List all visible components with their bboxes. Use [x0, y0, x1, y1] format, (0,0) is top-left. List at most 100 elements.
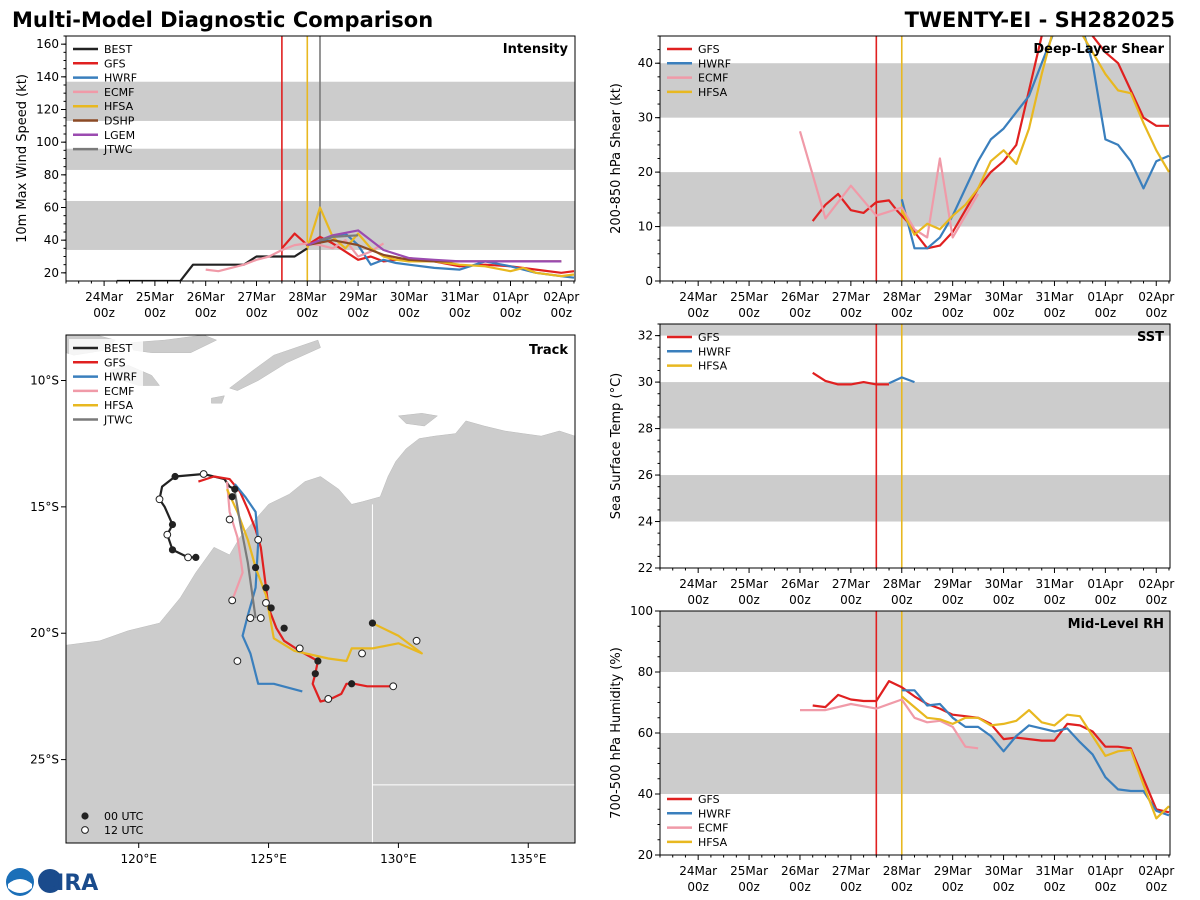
intensity-ytick-label: 120 [36, 103, 59, 117]
rh-xtick-label-hour: 00z [840, 880, 862, 894]
track-point-00utc [168, 546, 177, 554]
cira-logo-globe [38, 869, 62, 893]
cira-logo: CIRA [38, 869, 98, 896]
rh-series-group [800, 679, 1170, 820]
intensity-xtick-label-date: 02Apr [543, 290, 579, 304]
shear-series-hfsa [900, 36, 1170, 236]
shear-legend-label-gfs: GFS [698, 43, 720, 56]
track-point-12utc [199, 470, 208, 478]
track-point-12utc [324, 695, 333, 703]
track-point-12utc [246, 614, 255, 622]
sst-ytick-label: 22 [638, 561, 653, 575]
track-point-00utc [192, 553, 200, 562]
shear-xtick-label-hour: 00z [1145, 306, 1167, 320]
rh-series-gfs [812, 679, 1170, 814]
intensity-xtick-label-date: 27Mar [238, 290, 276, 304]
track-frame [65, 334, 576, 844]
intensity-ytick-label: 20 [44, 266, 59, 280]
intensity-ytick-label: 160 [36, 37, 59, 51]
track-xtick-label: 120°E [120, 852, 157, 866]
track-point-12utc [155, 495, 164, 504]
shear-band-1 [660, 63, 1170, 118]
intensity-legend-label-best: BEST [104, 43, 132, 56]
intensity-legend-label-lgem: LGEM [104, 129, 135, 142]
rh-xtick-label-date: 27Mar [832, 864, 870, 878]
intensity-xtick-label-date: 26Mar [187, 290, 225, 304]
intensity-ytick-label: 60 [44, 201, 59, 215]
land-melville [397, 413, 439, 427]
track-legend-label-hfsa: HFSA [104, 399, 134, 412]
intensity-xtick-label-hour: 00z [195, 306, 217, 320]
rh-panel: 20 40 60 80 100 24Mar 00z 25Mar 00z 26Mar 00z 27Mar… [609, 604, 1174, 894]
track-point-12utc [254, 535, 263, 544]
track-legend-label-best: BEST [104, 342, 132, 355]
track-legend-marker-12utc [81, 826, 89, 834]
intensity-series-group [116, 206, 575, 281]
shear-ytick-label: 0 [645, 274, 653, 288]
sst-band-0 [660, 475, 1170, 522]
shear-series-gfs [811, 36, 1169, 250]
track-point-00utc [228, 493, 236, 501]
sst-ylabel: Sea Surface Temp (°C) [609, 373, 624, 520]
sst-xtick-label-date: 27Mar [832, 577, 870, 591]
shear-xtick-label-hour: 00z [840, 306, 862, 320]
shear-ytick-label: 30 [638, 111, 653, 125]
rh-legend-label-gfs: GFS [698, 793, 720, 806]
land-wetar [292, 320, 315, 328]
intensity-legend-label-jtwc: JTWC [103, 143, 133, 156]
track-point-00utc [280, 624, 288, 632]
sst-xtick-label-hour: 00z [1095, 593, 1117, 607]
noaa-logo [6, 868, 34, 896]
shear-xtick-label-date: 01Apr [1087, 290, 1123, 304]
rh-xtick-label-hour: 00z [738, 880, 760, 894]
track-point-12utc [262, 599, 270, 607]
rh-xtick-label-hour: 00z [1044, 880, 1066, 894]
sst-legend-label-hfsa: HFSA [698, 360, 728, 373]
sst-xtick-label-date: 24Mar [679, 577, 717, 591]
intensity-series-hfsa [306, 206, 575, 278]
intensity-xtick-label-date: 01Apr [492, 290, 528, 304]
intensity-xtick-label-date: 28Mar [288, 290, 326, 304]
sst-ytick-label: 28 [638, 422, 653, 436]
shear-ytick-label: 10 [638, 220, 653, 234]
intensity-xtick-label-date: 30Mar [390, 290, 428, 304]
track-point-12utc [184, 553, 192, 562]
intensity-legend-label-gfs: GFS [104, 57, 126, 70]
rh-ytick-label: 100 [630, 604, 653, 618]
rh-xtick-label-hour: 00z [1095, 880, 1117, 894]
intensity-title: Intensity [503, 42, 569, 57]
noaa-logo-wave [8, 879, 32, 893]
rh-xtick-label-hour: 00z [942, 880, 964, 894]
sst-xtick-label-date: 25Mar [730, 577, 768, 591]
track-line-ecmf [225, 481, 244, 601]
sst-xtick-label-hour: 00z [1044, 593, 1066, 607]
shear-xtick-label-date: 27Mar [832, 290, 870, 304]
track-ytick-label: 20°S [30, 626, 59, 640]
sst-ytick-label: 32 [638, 329, 653, 343]
rh-ytick-label: 20 [638, 848, 653, 862]
shear-series-ecmf [798, 130, 980, 239]
track-point-00utc [251, 563, 260, 572]
sst-xtick-label-hour: 00z [789, 593, 811, 607]
sst-xtick-label-date: 29Mar [934, 577, 972, 591]
rh-xtick-label-hour: 00z [1145, 880, 1167, 894]
track-point-00utc [171, 472, 179, 481]
track-line-jtwc [233, 491, 257, 619]
sst-xtick-label-hour: 00z [891, 593, 913, 607]
intensity-xtick-label-hour: 00z [347, 306, 369, 320]
shear-ytick-label: 40 [638, 56, 653, 70]
rh-xtick-label-date: 01Apr [1087, 864, 1123, 878]
rh-series-hwrf [901, 689, 1170, 817]
track-legend-label-hwrf: HWRF [104, 371, 137, 384]
track-point-00utc [168, 520, 177, 529]
track-point-00utc [311, 670, 319, 678]
sst-panel: 22 24 26 28 30 32 24Mar 00z 25Mar 00z 26Mar 00z 27Ma… [609, 323, 1174, 607]
intensity-panel: 20 40 60 80 100 120 140 160 24Mar 00z 25Mar 00z 26Ma… [15, 35, 579, 320]
shear-legend-label-hfsa: HFSA [698, 86, 728, 99]
rh-xtick-label-hour: 00z [687, 880, 709, 894]
sst-xtick-label-hour: 00z [1145, 593, 1167, 607]
track-point-00utc [267, 604, 275, 612]
track-xtick-label: 130°E [380, 852, 417, 866]
land-rote [211, 395, 225, 404]
